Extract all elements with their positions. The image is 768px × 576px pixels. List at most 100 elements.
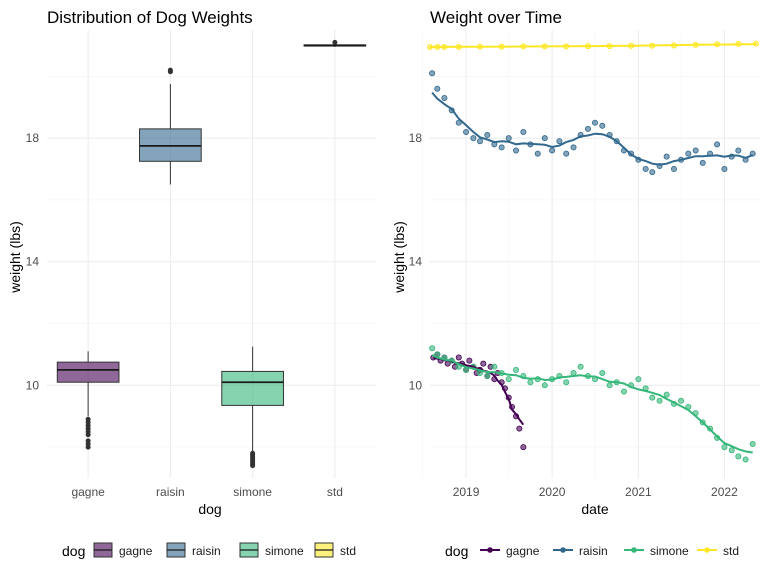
- point-simone: [491, 363, 498, 370]
- left-y-tick-label: 14: [26, 255, 40, 269]
- point-raisin: [663, 153, 670, 160]
- box-outlier: [85, 438, 91, 444]
- point-simone: [735, 453, 742, 460]
- point-simone: [505, 376, 512, 383]
- point-raisin: [599, 122, 606, 129]
- point-simone: [577, 363, 584, 370]
- point-gagne: [455, 354, 462, 361]
- point-gagne: [466, 357, 473, 364]
- point-simone: [484, 373, 491, 380]
- point-raisin: [549, 147, 556, 154]
- point-raisin: [692, 147, 699, 154]
- point-simone: [663, 391, 670, 398]
- point-raisin: [505, 135, 512, 142]
- legend-label-simone: simone: [650, 544, 689, 558]
- legend-point-raisin: [560, 547, 566, 553]
- right-y-tick-label: 14: [409, 255, 423, 269]
- left-y-axis-title: weight (lbs): [7, 221, 23, 294]
- right-y-axis-title: weight (lbs): [391, 221, 407, 294]
- point-raisin: [584, 125, 591, 132]
- left-x-tick-label: std: [327, 485, 343, 499]
- point-raisin: [670, 166, 677, 173]
- point-raisin: [498, 144, 505, 151]
- point-simone: [513, 366, 520, 373]
- point-raisin: [441, 94, 448, 101]
- box-outlier: [167, 67, 173, 73]
- right-x-tick-label: 2019: [453, 485, 480, 499]
- point-raisin: [455, 119, 462, 126]
- point-raisin: [714, 141, 721, 148]
- point-simone: [635, 376, 642, 383]
- point-simone: [541, 382, 548, 389]
- point-raisin: [476, 138, 483, 145]
- legend-label-gagne: gagne: [119, 544, 153, 558]
- right-chart-title: Weight over Time: [430, 8, 562, 27]
- point-raisin: [429, 70, 436, 77]
- point-simone: [721, 444, 728, 451]
- box-plot-panel: Distribution of Dog Weights 10 14 18 gagne r…: [7, 8, 376, 517]
- box-simone: [221, 370, 284, 406]
- point-raisin: [721, 166, 728, 173]
- point-gagne: [520, 444, 527, 451]
- point-simone: [606, 382, 613, 389]
- point-simone: [749, 441, 756, 448]
- point-raisin: [541, 135, 548, 142]
- left-boxes: [56, 39, 367, 469]
- right-smooth-lines: [429, 43, 757, 454]
- point-simone: [728, 447, 735, 454]
- point-simone: [563, 379, 570, 386]
- point-simone: [527, 379, 534, 386]
- left-y-tick-label: 10: [26, 378, 40, 392]
- right-legend-title: dog: [445, 543, 468, 559]
- point-raisin: [513, 147, 520, 154]
- box-outlier: [250, 450, 256, 456]
- smooth-line-raisin: [431, 91, 754, 166]
- point-raisin: [570, 144, 577, 151]
- left-x-axis-title: dog: [198, 501, 221, 517]
- right-legend: dog gagne raisin simone std: [445, 543, 739, 559]
- smooth-line-std: [429, 43, 757, 48]
- legend-label-raisin: raisin: [192, 544, 221, 558]
- point-raisin: [685, 150, 692, 157]
- right-x-tick-label: 2020: [539, 485, 566, 499]
- left-chart-title: Distribution of Dog Weights: [47, 8, 253, 27]
- point-gagne: [480, 360, 487, 367]
- legend-label-std: std: [340, 544, 356, 558]
- left-y-tick-label: 18: [26, 131, 40, 145]
- point-raisin: [470, 135, 477, 142]
- point-simone: [649, 394, 656, 401]
- point-raisin: [649, 169, 656, 176]
- box-gagne: [56, 361, 120, 383]
- right-y-tick-label: 18: [409, 131, 423, 145]
- point-raisin: [484, 132, 491, 139]
- legend-point-gagne: [487, 547, 493, 553]
- point-raisin: [463, 128, 470, 135]
- box-outlier: [85, 416, 91, 422]
- legend-point-std: [704, 547, 710, 553]
- point-raisin: [699, 159, 706, 166]
- point-simone: [656, 397, 663, 404]
- right-x-tick-label: 2021: [625, 485, 652, 499]
- right-tick-labels: 10 14 18 2019 2020 2021 2022: [409, 131, 738, 499]
- point-raisin: [735, 147, 742, 154]
- point-gagne: [516, 425, 523, 432]
- left-legend-title: dog: [62, 543, 85, 559]
- legend-label-simone: simone: [265, 544, 304, 558]
- left-tick-labels: 10 14 18 gagne raisin simone std: [26, 131, 343, 499]
- box-outlier: [332, 39, 338, 45]
- right-x-axis-title: date: [581, 501, 608, 517]
- right-y-tick-label: 10: [409, 378, 423, 392]
- point-raisin: [534, 150, 541, 157]
- point-simone: [678, 397, 685, 404]
- left-x-tick-label: simone: [233, 485, 272, 499]
- legend-label-raisin: raisin: [579, 544, 608, 558]
- point-raisin: [642, 166, 649, 173]
- legend-label-std: std: [723, 544, 739, 558]
- point-simone: [742, 456, 749, 463]
- point-raisin: [434, 85, 441, 92]
- point-raisin: [563, 150, 570, 157]
- point-simone: [429, 345, 436, 352]
- point-simone: [599, 369, 606, 376]
- point-raisin: [520, 128, 527, 135]
